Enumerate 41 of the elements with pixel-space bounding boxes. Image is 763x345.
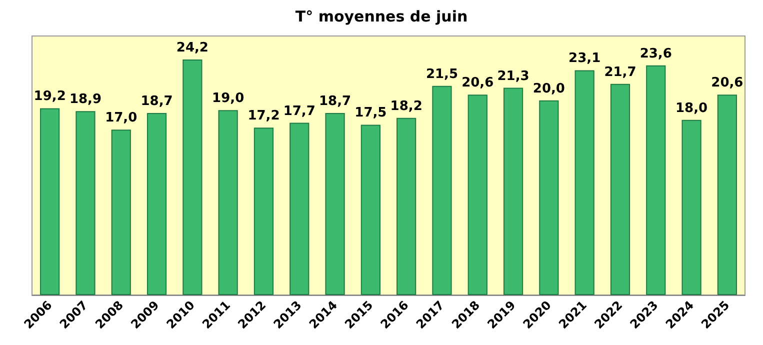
data-label: 18,0 (675, 100, 708, 116)
bar (574, 70, 594, 295)
bar (610, 84, 630, 295)
bar (40, 108, 60, 295)
data-label: 17,7 (283, 104, 316, 119)
bar (111, 130, 131, 295)
data-label: 19,0 (212, 91, 244, 106)
data-label: 18,2 (390, 98, 422, 114)
bar (539, 100, 559, 295)
data-label: 24,2 (176, 40, 208, 56)
bar (396, 118, 416, 295)
bar (218, 110, 238, 295)
data-label: 23,1 (568, 51, 601, 66)
bar (503, 88, 524, 295)
data-label: 20,6 (462, 76, 494, 91)
bar (432, 86, 452, 295)
data-label: 21,5 (426, 66, 458, 82)
data-label: 18,7 (318, 94, 352, 110)
bar (468, 94, 488, 295)
data-label: 17,0 (105, 110, 138, 126)
data-label: 17,5 (354, 106, 387, 121)
data-label: 20,6 (711, 76, 744, 91)
bar (717, 94, 737, 295)
bar (646, 65, 666, 295)
bar (325, 113, 345, 295)
data-label: 19,2 (34, 89, 66, 104)
bar (360, 124, 380, 295)
bar (146, 113, 167, 295)
data-label: 18,9 (69, 92, 102, 108)
bar (682, 120, 702, 295)
data-label: 23,6 (640, 46, 672, 62)
data-label: 21,3 (497, 68, 530, 84)
data-label: 17,2 (248, 108, 280, 124)
bar (290, 122, 310, 295)
data-label: 18,7 (140, 94, 173, 110)
data-label: 20,0 (532, 81, 565, 96)
bar (182, 60, 202, 295)
bar (254, 128, 274, 295)
bar (76, 111, 96, 295)
data-label: 21,7 (604, 64, 636, 80)
chart-title: T° moyennes de juin (295, 8, 468, 26)
